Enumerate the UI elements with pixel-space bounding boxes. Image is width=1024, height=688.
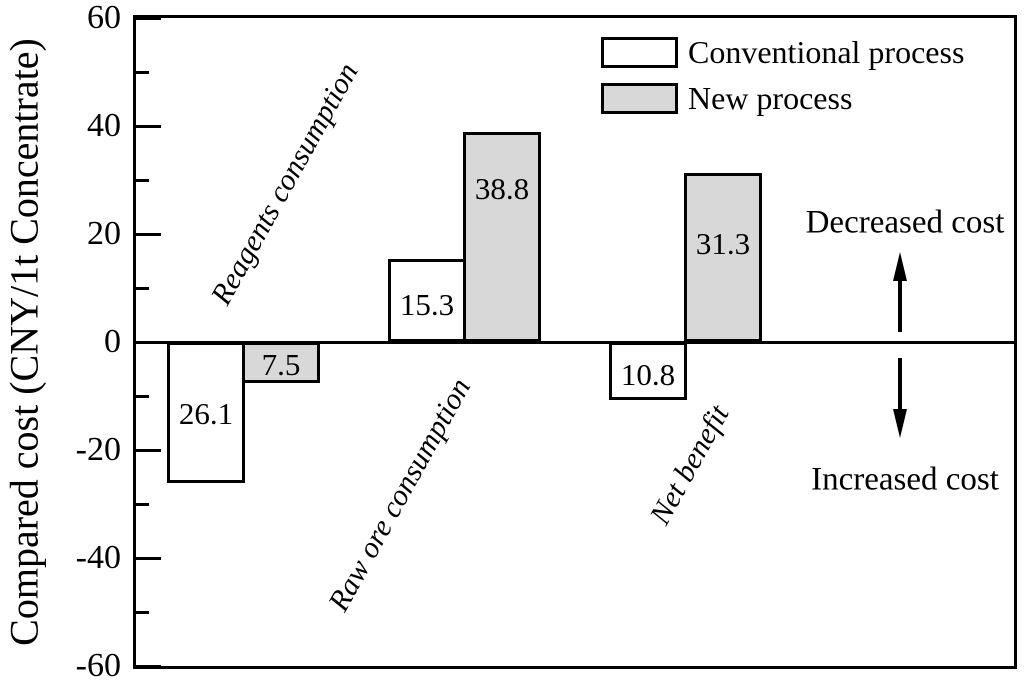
legend-swatch-new [601, 83, 678, 114]
y-tick-label: 60 [87, 0, 121, 36]
y-major-tick [136, 556, 161, 560]
increased-cost-label: Increased cost [811, 461, 999, 498]
y-tick-label: 20 [87, 215, 121, 252]
decreased-cost-label: Decreased cost [805, 204, 1005, 241]
legend-item-new: New process [601, 82, 964, 115]
bar-value-label: 15.3 [399, 286, 455, 322]
bar-new [463, 132, 541, 342]
y-minor-tick [136, 502, 149, 506]
legend-item-conventional: Conventional process [601, 36, 964, 69]
category-label: Net benefit [643, 399, 736, 530]
bar-conventional [167, 342, 245, 483]
legend: Conventional process New process [601, 36, 964, 115]
bar-value-label: 7.5 [261, 346, 301, 382]
bar-value-label: 10.8 [620, 356, 676, 392]
y-minor-tick [136, 394, 149, 398]
y-minor-tick [136, 610, 149, 614]
zero-axis-line [136, 340, 1014, 344]
y-major-tick [136, 232, 161, 236]
y-major-tick [136, 16, 161, 20]
y-minor-tick [136, 70, 149, 74]
y-tick-label: 0 [104, 323, 121, 360]
y-major-tick [136, 448, 161, 452]
plot-area: Conventional process New process Decreas… [133, 15, 1017, 669]
bar-value-label: 26.1 [178, 395, 234, 431]
y-tick-label: 40 [87, 107, 121, 144]
y-minor-tick [136, 178, 149, 182]
category-label: Raw ore consumption [321, 372, 478, 617]
y-major-tick [136, 664, 161, 668]
bar-value-label: 31.3 [695, 225, 751, 261]
up-arrow-icon [893, 252, 907, 332]
bar-value-label: 38.8 [474, 171, 530, 207]
y-tick-label: -40 [75, 539, 121, 576]
bar-conventional [609, 342, 687, 401]
y-tick-label: -20 [75, 431, 121, 468]
bar-conventional [388, 259, 466, 342]
bar-new [684, 172, 762, 342]
y-minor-tick [136, 286, 149, 290]
category-label: Reagents consumption [204, 57, 365, 311]
legend-label-new: New process [688, 80, 853, 116]
y-tick-label: -60 [75, 647, 121, 684]
bar-new [242, 342, 320, 383]
legend-swatch-conventional [601, 37, 678, 68]
y-major-tick [136, 124, 161, 128]
legend-label-conventional: Conventional process [688, 34, 965, 70]
down-arrow-icon [893, 358, 907, 438]
